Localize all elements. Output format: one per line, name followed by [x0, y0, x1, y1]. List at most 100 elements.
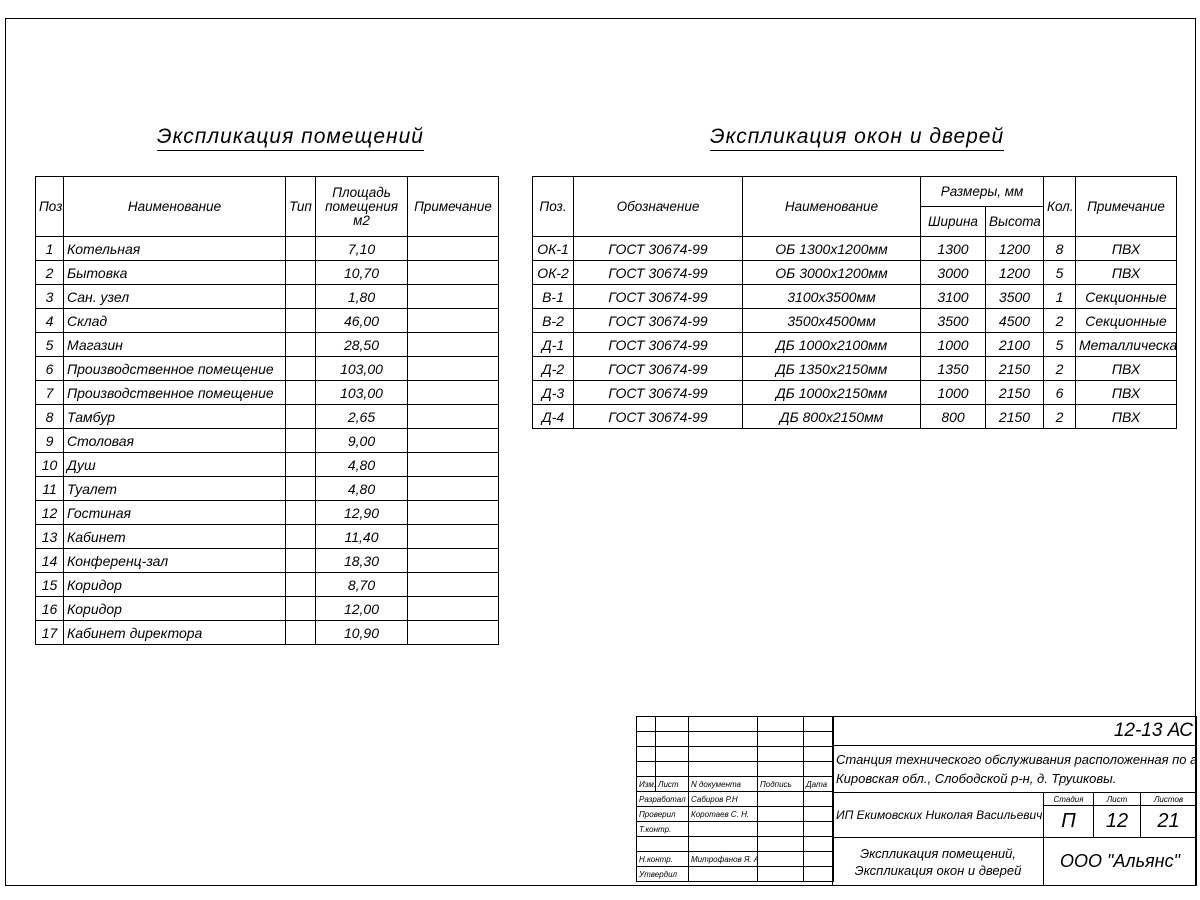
header-pos: Поз. — [532, 176, 574, 237]
table-row: 16 Коридор 12,00 — [35, 596, 499, 621]
cell-note: ПВХ — [1075, 236, 1177, 261]
cell-width: 3500 — [920, 308, 986, 333]
header-name: Наименование — [742, 176, 921, 237]
person-name — [688, 821, 758, 837]
cell-height: 3500 — [985, 284, 1044, 309]
table-row: 17 Кабинет директора 10,90 — [35, 620, 499, 645]
cell-area: 10,70 — [315, 260, 408, 285]
cell-type — [285, 428, 316, 453]
cell-name: Коридор — [63, 596, 286, 621]
date — [803, 836, 834, 852]
sheets-label: Листов — [1139, 792, 1198, 806]
cell-type — [285, 500, 316, 525]
rooms-table: Поз. Наименование Тип Площадь помещения … — [35, 176, 499, 645]
cell-pos: 13 — [35, 524, 64, 549]
date — [803, 851, 834, 867]
table-row: 15 Коридор 8,70 — [35, 572, 499, 597]
cell-type — [285, 260, 316, 285]
table-row: 14 Конференц-зал 18,30 — [35, 548, 499, 573]
cell-designation: ГОСТ 30674-99 — [573, 236, 743, 261]
cell-designation: ГОСТ 30674-99 — [573, 404, 743, 429]
cell-pos: Д-4 — [532, 404, 574, 429]
cell-height: 2150 — [985, 380, 1044, 405]
client-name: ИП Екимовских Николая Васильевич — [832, 792, 1044, 838]
cell-type — [285, 332, 316, 357]
stage-value: П — [1043, 805, 1094, 838]
drawing-frame — [5, 18, 1196, 886]
cell-note — [407, 452, 499, 477]
header-pos: Поз. — [35, 176, 64, 237]
cell-area: 4,80 — [315, 452, 408, 477]
col-sign: Подпись — [757, 776, 804, 792]
cell-area: 4,80 — [315, 476, 408, 501]
header-note: Примечание — [1075, 176, 1177, 237]
drawing-title-line-1: Экспликация помещений, — [860, 845, 1016, 861]
signature — [757, 866, 804, 882]
cell-pos: 11 — [35, 476, 64, 501]
signature — [757, 806, 804, 822]
cell-designation: ГОСТ 30674-99 — [573, 332, 743, 357]
cell-type — [285, 404, 316, 429]
cell-designation: ГОСТ 30674-99 — [573, 380, 743, 405]
cell-width: 1000 — [920, 332, 986, 357]
cell-designation: ГОСТ 30674-99 — [573, 284, 743, 309]
cell-name: ОБ 1300х1200мм — [742, 236, 921, 261]
cell-qty: 5 — [1043, 332, 1076, 357]
cell-name: Магазин — [63, 332, 286, 357]
table-row: 10 Душ 4,80 — [35, 452, 499, 477]
signature-row: Т.контр. — [636, 821, 834, 837]
role — [636, 836, 689, 852]
cell-note: Металлическая — [1075, 332, 1177, 357]
title-block-signatures: Изм. Лист N документа Подпись Дата Разра… — [636, 716, 834, 882]
person-name: Митрофанов Я. А. — [688, 851, 758, 867]
cell-note — [407, 356, 499, 381]
table-row: 7 Производственное помещение 103,00 — [35, 380, 499, 405]
cell-pos: Д-1 — [532, 332, 574, 357]
cell-pos: 15 — [35, 572, 64, 597]
drawing-title-line-2: Экспликация окон и дверей — [854, 862, 1022, 878]
table-row: 5 Магазин 28,50 — [35, 332, 499, 357]
cell-width: 1350 — [920, 356, 986, 381]
person-name — [688, 866, 758, 882]
cell-note — [407, 500, 499, 525]
sheets-value: 21 — [1139, 805, 1198, 838]
table-row: В-1 ГОСТ 30674-99 3100х3500мм 3100 3500 1 Секц… — [532, 284, 1177, 309]
cell-pos: 12 — [35, 500, 64, 525]
header-area: Площадь помещения м2 — [315, 176, 408, 237]
cell-area: 103,00 — [315, 356, 408, 381]
cell-width: 800 — [920, 404, 986, 429]
cell-name: 3500х4500мм — [742, 308, 921, 333]
cell-name: Сан. узел — [63, 284, 286, 309]
cell-type — [285, 236, 316, 261]
drawing-code: 12-13 АС — [831, 716, 1198, 746]
cell-pos: 7 — [35, 380, 64, 405]
cell-note: ПВХ — [1075, 380, 1177, 405]
header-qty: Кол. — [1043, 176, 1076, 237]
header-designation: Обозначение — [573, 176, 743, 237]
cell-note: ПВХ — [1075, 260, 1177, 285]
cell-area: 7,10 — [315, 236, 408, 261]
cell-area: 1,80 — [315, 284, 408, 309]
signature-row: Утвердил — [636, 866, 834, 882]
cell-type — [285, 380, 316, 405]
table-row: ОК-1 ГОСТ 30674-99 ОБ 1300х1200мм 1300 1200 8… — [532, 236, 1177, 261]
table-row: 2 Бытовка 10,70 — [35, 260, 499, 285]
cell-qty: 2 — [1043, 404, 1076, 429]
cell-note — [407, 404, 499, 429]
cell-qty: 1 — [1043, 284, 1076, 309]
cell-designation: ГОСТ 30674-99 — [573, 308, 743, 333]
cell-name: ОБ 3000х1200мм — [742, 260, 921, 285]
header-width: Ширина — [920, 206, 986, 237]
signature-row: Проверил Коротаев С. Н. — [636, 806, 834, 822]
table-row: ОК-2 ГОСТ 30674-99 ОБ 3000х1200мм 3000 1200 5… — [532, 260, 1177, 285]
header-height: Высота — [985, 206, 1044, 237]
cell-note — [407, 476, 499, 501]
table-row: 12 Гостиная 12,90 — [35, 500, 499, 525]
cell-qty: 2 — [1043, 308, 1076, 333]
cell-name: Столовая — [63, 428, 286, 453]
header-sizes: Размеры, мм — [920, 176, 1044, 207]
cell-area: 9,00 — [315, 428, 408, 453]
date — [803, 806, 834, 822]
role: Т.контр. — [636, 821, 689, 837]
cell-area: 10,90 — [315, 620, 408, 645]
